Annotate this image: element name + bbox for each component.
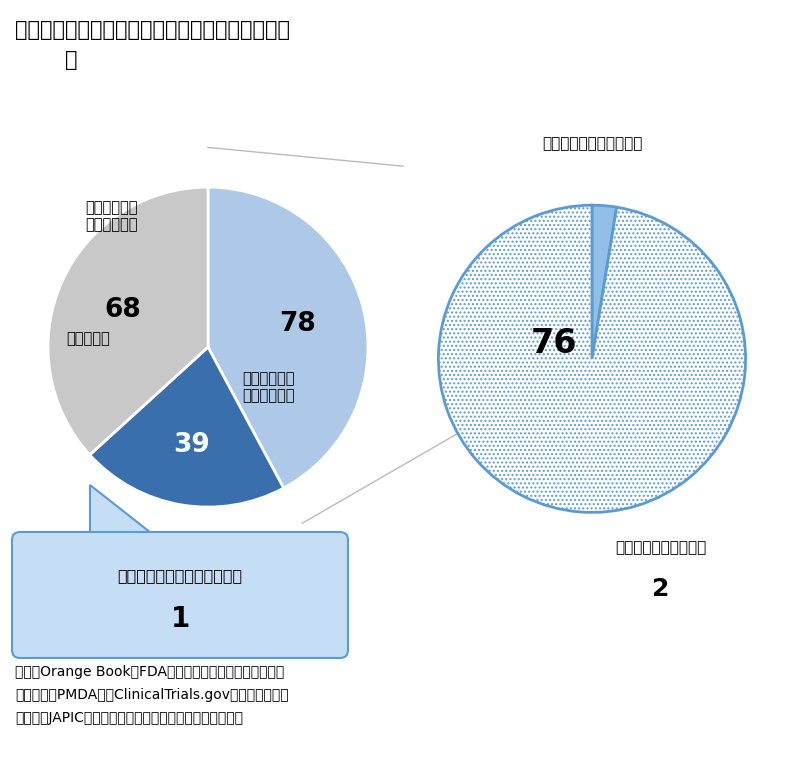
Text: 日本未承認: 日本未承認 — [66, 332, 110, 346]
Text: うち、国内小児適応開発着手: うち、国内小児適応開発着手 — [118, 568, 242, 583]
Text: 日本承認あり
小児適応あり: 日本承認あり 小児適応あり — [86, 200, 138, 232]
Text: 2: 2 — [653, 577, 670, 601]
Text: 国内小児適応開発着手: 国内小児適応開発着手 — [615, 540, 706, 555]
Text: 78: 78 — [280, 311, 316, 338]
Text: 況: 況 — [65, 50, 78, 70]
Wedge shape — [90, 347, 284, 507]
Text: （JAPIC）等をもとに医薬産業政策研究所にて作成: （JAPIC）等をもとに医薬産業政策研究所にて作成 — [15, 711, 243, 725]
Text: 1: 1 — [170, 605, 190, 633]
Wedge shape — [208, 187, 368, 488]
Text: 図１　米国承認医薬品の日本国内小児適応取得状: 図１ 米国承認医薬品の日本国内小児適応取得状 — [15, 20, 290, 40]
Wedge shape — [592, 205, 617, 359]
Polygon shape — [90, 485, 160, 540]
FancyBboxPatch shape — [12, 532, 348, 658]
Wedge shape — [48, 187, 208, 455]
Text: 76: 76 — [530, 327, 577, 360]
Wedge shape — [438, 205, 746, 512]
Text: 出所：Orange Book（FDA）、医療用医薬品の添付文書情: 出所：Orange Book（FDA）、医療用医薬品の添付文書情 — [15, 665, 284, 679]
Text: 国内小児適応開発未着手: 国内小児適応開発未着手 — [542, 136, 642, 151]
Text: 39: 39 — [173, 432, 210, 458]
Text: 68: 68 — [105, 296, 142, 323]
Text: 日本承認あり
小児適応なし: 日本承認あり 小児適応なし — [242, 371, 295, 403]
Text: 報（PMDA）、ClinicalTrials.gov、臨床試験情報: 報（PMDA）、ClinicalTrials.gov、臨床試験情報 — [15, 688, 289, 702]
